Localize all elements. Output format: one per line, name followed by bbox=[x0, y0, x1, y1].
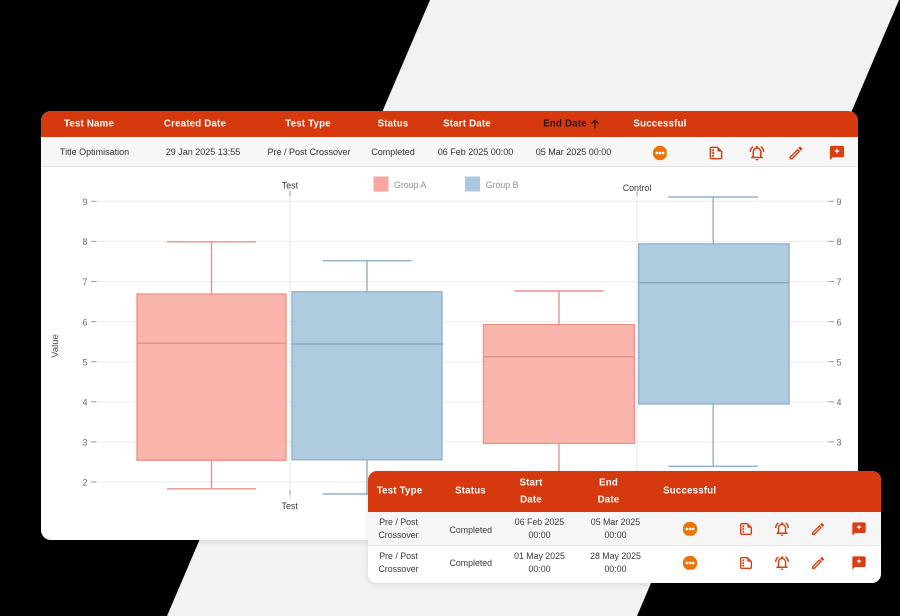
svg-text:5: 5 bbox=[82, 357, 87, 367]
svg-text:5: 5 bbox=[836, 357, 841, 367]
svg-text:7: 7 bbox=[82, 277, 87, 287]
svg-text:3: 3 bbox=[82, 438, 87, 448]
svg-text:Group B: Group B bbox=[486, 180, 519, 190]
svg-text:4: 4 bbox=[836, 398, 841, 408]
svg-text:4: 4 bbox=[82, 398, 87, 408]
svg-text:Test: Test bbox=[282, 181, 299, 191]
svg-text:8: 8 bbox=[82, 237, 87, 247]
svg-text:7: 7 bbox=[836, 277, 841, 287]
svg-text:6: 6 bbox=[82, 317, 87, 327]
svg-text:Value: Value bbox=[50, 334, 61, 358]
svg-text:6: 6 bbox=[836, 317, 841, 327]
svg-text:Control: Control bbox=[623, 183, 652, 193]
svg-text:9: 9 bbox=[836, 197, 841, 207]
svg-text:8: 8 bbox=[836, 237, 841, 247]
svg-text:Test: Test bbox=[282, 501, 299, 511]
svg-text:2: 2 bbox=[82, 478, 87, 488]
svg-text:9: 9 bbox=[82, 197, 87, 207]
svg-text:3: 3 bbox=[836, 438, 841, 448]
svg-text:Group A: Group A bbox=[394, 180, 426, 190]
